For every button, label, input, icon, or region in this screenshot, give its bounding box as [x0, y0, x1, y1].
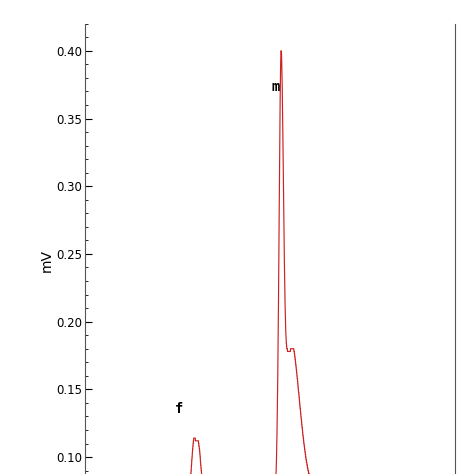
Text: f: f — [175, 402, 184, 417]
Text: m: m — [272, 80, 280, 94]
Y-axis label: mV: mV — [40, 249, 54, 272]
